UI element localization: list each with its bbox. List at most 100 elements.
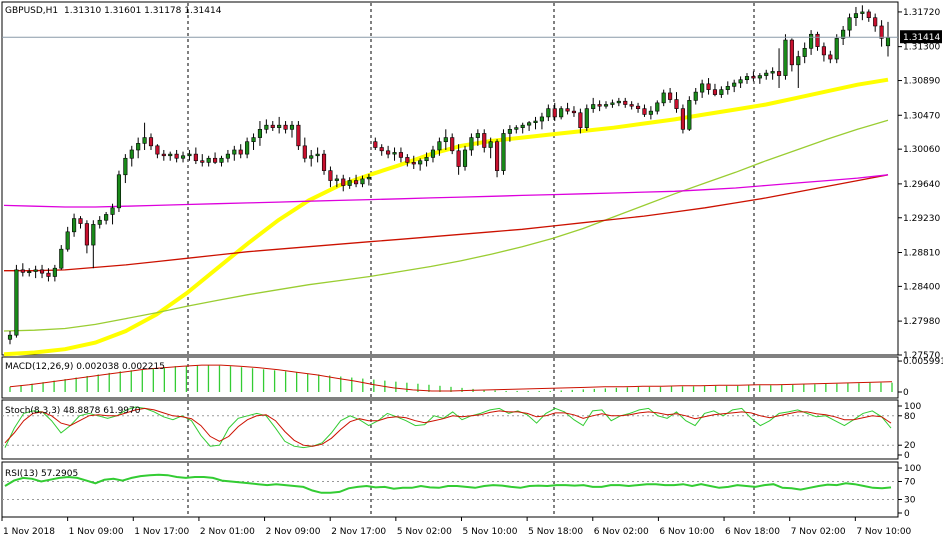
candle-body [802, 47, 807, 57]
candle-body [635, 105, 641, 109]
candle-body [398, 152, 403, 158]
candle-body [885, 37, 891, 47]
candle-body [847, 17, 852, 31]
current-price-box [900, 30, 942, 44]
candle-body [815, 33, 820, 47]
candle-body [520, 124, 525, 128]
candle-body [462, 149, 468, 167]
candle-body [584, 108, 589, 128]
rsi-panel-frame [1, 461, 899, 518]
candle-body [860, 11, 865, 14]
ohlc-label: 1.31310 1.31601 1.31178 1.31414 [64, 6, 222, 16]
symbol-label: GBPUSD,H1 [5, 6, 58, 16]
candle-body [591, 104, 596, 109]
candle-body [559, 108, 564, 118]
candle-body [180, 155, 186, 159]
candle-body [296, 124, 301, 147]
price-tick-label: 1.30060 [903, 145, 940, 155]
candle-body [482, 133, 487, 148]
candle-body [411, 162, 416, 165]
x-tick-label: 6 Nov 10:00 [659, 527, 714, 537]
candle-body [648, 110, 653, 115]
candle-body [437, 141, 442, 151]
x-tick-label: 2 Nov 09:00 [266, 527, 321, 537]
candle-body [78, 218, 83, 224]
candle-body [757, 75, 762, 79]
candle-body [732, 82, 737, 87]
macd-tick-label: 0.005991 [903, 357, 943, 367]
candle-body [507, 129, 512, 134]
rsi-axis-ticks: 100 70 30 0 [898, 464, 921, 519]
x-tick-label: 1 Nov 17:00 [134, 527, 189, 537]
candle-body [251, 137, 256, 143]
candle-body [776, 71, 782, 76]
candle-body [783, 39, 788, 76]
candle-body [501, 133, 506, 171]
candle-body [46, 272, 51, 277]
candle-body [123, 157, 128, 176]
x-tick-label: 1 Nov 2018 [3, 527, 55, 537]
candle-body [97, 219, 102, 225]
candle-body [52, 267, 57, 277]
panel-frames [1, 1, 899, 518]
stoch-panel-frame [1, 399, 899, 460]
x-tick-label: 1 Nov 09:00 [69, 527, 124, 537]
candle-body [597, 104, 602, 107]
stoch-tick-label: 0 [904, 451, 910, 461]
candle-body [225, 153, 230, 159]
rsi-label: RSI(13) 57.2905 [5, 469, 78, 479]
candle-body [270, 124, 275, 128]
candle-body [514, 127, 519, 130]
candle-body [360, 178, 365, 185]
candle-body [430, 149, 436, 158]
moving-averages [3, 77, 889, 357]
candle-body [866, 11, 871, 19]
time-axis-ticks: 1 Nov 2018 1 Nov 09:00 1 Nov 17:00 2 Nov 01… [1, 517, 912, 537]
moving-average-line [3, 119, 889, 332]
gridlines [187, 3, 755, 516]
candle-body [277, 124, 282, 128]
price-tick-label: 1.27570 [903, 351, 940, 361]
current-price-label: 1.31414 [903, 33, 940, 43]
candle-body [386, 150, 391, 155]
candle-body [655, 102, 660, 112]
candle-body [84, 223, 89, 246]
candle-body [129, 149, 134, 159]
stochastic-levels [2, 415, 898, 446]
macd-panel: MACD(12,26,9) 0.002038 0.002215 0.005991… [5, 357, 943, 398]
moving-average-line [4, 174, 889, 272]
candle-body [39, 269, 45, 274]
stochastic-label: Stoch(8,3,3) 48.8878 61.9970 [5, 406, 141, 416]
price-tick-label: 1.28400 [903, 282, 940, 292]
candle-body [232, 149, 237, 155]
stoch-tick-label: 100 [904, 402, 921, 412]
rsi-tick-label: 0 [904, 509, 910, 519]
price-tick-label: 1.27980 [903, 317, 940, 327]
candle-body [629, 104, 634, 107]
candle-body [738, 79, 743, 84]
candle-body [20, 269, 25, 273]
candle-body [341, 178, 346, 186]
rsi-panel: RSI(13) 57.2905 100 70 30 0 [2, 464, 921, 519]
candle-body [873, 17, 878, 27]
x-tick-label: 5 Nov 02:00 [397, 527, 452, 537]
rsi-line [4, 473, 892, 494]
candle-body [7, 334, 13, 340]
candle-body [321, 153, 327, 171]
price-axis-ticks: 1.31720 1.31300 1.30890 1.30470 1.30060 1.296… [898, 8, 940, 361]
candle-body [546, 108, 551, 118]
candle-body [533, 120, 538, 123]
candle-body [193, 153, 198, 162]
macd-axis-ticks: 0.005991 0 [898, 357, 943, 398]
candle-body [539, 116, 544, 122]
stochastic-signal-line [4, 407, 892, 447]
candlesticks [7, 5, 891, 345]
candle-body [668, 92, 673, 100]
moving-average-line [3, 174, 889, 208]
candle-body [328, 170, 333, 181]
candle-body [764, 72, 769, 76]
candle-body [828, 54, 833, 60]
candle-body [168, 153, 173, 157]
candle-body [687, 100, 692, 130]
